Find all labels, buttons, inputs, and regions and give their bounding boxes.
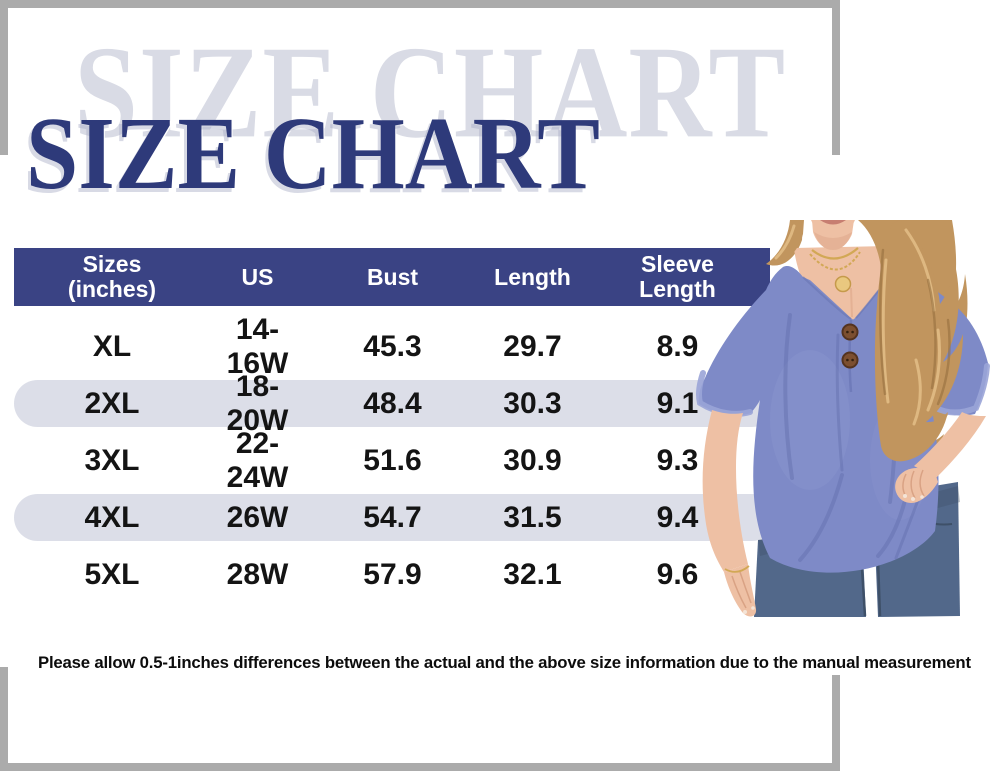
cell-length: 30.3 xyxy=(503,386,562,420)
measurement-note: Please allow 0.5-1inches differences bet… xyxy=(38,653,971,672)
shirt-buttons xyxy=(841,323,859,369)
cell-bust: 45.3 xyxy=(363,329,422,363)
table-row-5xl: 5XL 28W 57.9 32.1 9.6 xyxy=(14,546,775,603)
column-header-bust: Bust xyxy=(366,263,419,290)
rolled-cuff-right xyxy=(933,363,990,416)
table-row-3xl: 3XL 22-24W 51.6 30.9 9.3 xyxy=(14,427,775,494)
title-watermark: SIZE CHART xyxy=(74,19,787,166)
table-body: XL 14-16W 45.3 29.7 8.9 2XL 18-20W 48.4 … xyxy=(14,313,775,603)
table-row-xl: XL 14-16W 45.3 29.7 8.9 xyxy=(14,313,775,380)
cell-bust: 48.4 xyxy=(363,386,422,420)
cell-size: 4XL xyxy=(84,500,140,534)
cell-us: 28W xyxy=(226,557,289,591)
model-right-hand xyxy=(895,412,986,503)
model-photo xyxy=(696,220,990,617)
model-necklace xyxy=(809,247,861,293)
cell-length: 32.1 xyxy=(503,557,562,591)
table-header-row: Sizes (inches) US Bust Length Sleeve Len… xyxy=(14,248,770,306)
cell-bust: 57.9 xyxy=(363,557,422,591)
cell-size: XL xyxy=(92,329,132,363)
coin-pendant xyxy=(834,275,852,293)
cell-length: 31.5 xyxy=(503,500,562,534)
column-header-us: US xyxy=(241,263,274,290)
split-v-neckline xyxy=(810,270,886,319)
cell-us: 14-16W xyxy=(226,312,289,380)
cell-sleeve: 9.6 xyxy=(656,557,699,591)
table-row-2xl: 2XL 18-20W 48.4 30.3 9.1 xyxy=(14,370,775,437)
cell-length: 30.9 xyxy=(503,443,562,477)
cell-us: 22-24W xyxy=(226,426,289,494)
cell-sleeve: 9.4 xyxy=(656,500,699,534)
column-header-length: Length xyxy=(494,263,571,290)
column-header-sizes: Sizes (inches) xyxy=(67,251,157,302)
cell-sleeve: 9.1 xyxy=(656,386,699,420)
size-table: Sizes (inches) US Bust Length Sleeve Len… xyxy=(14,248,775,603)
column-header-sleeve: Sleeve Length xyxy=(639,251,716,302)
model-left-arm xyxy=(702,410,757,617)
cell-length: 29.7 xyxy=(503,329,562,363)
cell-sleeve: 9.3 xyxy=(656,443,699,477)
bracelet xyxy=(724,565,750,573)
cell-size: 2XL xyxy=(84,386,140,420)
cell-us: 26W xyxy=(226,500,289,534)
row-highlight xyxy=(14,494,775,541)
table-row-4xl: 4XL 26W 54.7 31.5 9.4 xyxy=(14,489,775,546)
cell-sleeve: 8.9 xyxy=(656,329,699,363)
row-highlight xyxy=(14,380,775,427)
cell-size: 3XL xyxy=(84,443,140,477)
frame-gap-left xyxy=(0,155,12,667)
cell-size: 5XL xyxy=(84,557,140,591)
model-hair-front xyxy=(772,220,963,462)
page-title: SIZE CHART xyxy=(26,96,600,211)
cell-us: 18-20W xyxy=(226,369,289,437)
cell-bust: 54.7 xyxy=(363,500,422,534)
cell-bust: 51.6 xyxy=(363,443,422,477)
